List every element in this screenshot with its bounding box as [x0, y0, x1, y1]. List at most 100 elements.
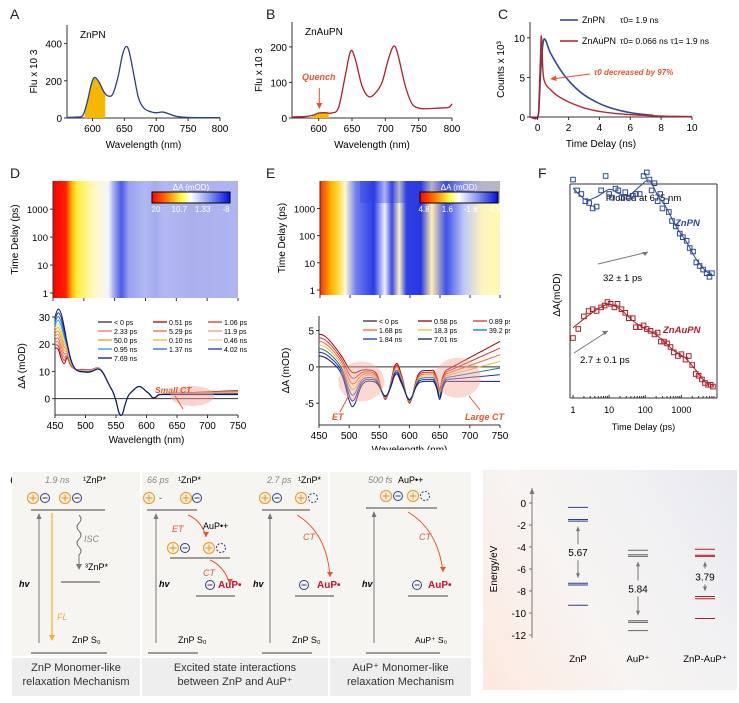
- y-tick-label: 5: [308, 327, 314, 338]
- panel-label-e: E: [266, 165, 276, 181]
- spectrum-line: [54, 347, 239, 416]
- y-tick-label: 30: [39, 313, 51, 324]
- lifetime-label: 2.7 ps: [266, 475, 292, 485]
- spectrum-line: [54, 333, 239, 416]
- et-label: ET: [172, 524, 185, 534]
- spectrum-line: [54, 344, 239, 416]
- small-ct-arrow: [174, 395, 184, 410]
- data-point-znpn: [633, 191, 639, 197]
- arrowhead-icon: [703, 586, 707, 592]
- vacancy-icon: [420, 491, 430, 501]
- legend-label: 0.58 ps: [434, 319, 457, 326]
- data-point-znaupn: [598, 304, 604, 311]
- state-label-s1: ¹ZnP*: [298, 475, 322, 485]
- et-annotation: ET: [332, 412, 345, 422]
- legend-label: 5.29 ps: [169, 329, 192, 336]
- spectrum-line: [54, 340, 239, 416]
- data-point-znpn: [686, 245, 693, 251]
- plus-icon: [205, 544, 213, 552]
- diagram-g-energy-mechanism: 1.9 ns ¹ZnP* ISC ³ZnP* hv FL ZnP S₀ 66 ps ¹ZnP* -…: [19, 475, 452, 654]
- legend-label: 18.3 ps: [434, 328, 457, 335]
- colorbar-tick-label: -4.8: [487, 205, 501, 214]
- legend-label: 1.84 ns: [379, 337, 402, 344]
- data-point-znpn: [615, 187, 622, 194]
- electron-icon: [180, 543, 190, 553]
- x-tick-label: 4: [597, 123, 603, 134]
- highlight-fill-area: [84, 77, 106, 118]
- electron-icon: [192, 493, 202, 503]
- isc-wavy-arrow: [76, 514, 82, 567]
- large-ct-arrow: [468, 395, 481, 411]
- chart-c-decay: ZnPN τ0= 1.9 ns ZnAuPN τ0= 0.066 ns τ1= 1.9…: [496, 15, 709, 150]
- colorbar-title: ΔA (mOD): [173, 183, 210, 192]
- quench-arrowhead: [316, 103, 323, 109]
- y-axis-label: Counts x 10³: [496, 40, 507, 97]
- y-tick-label: 1: [310, 286, 315, 297]
- arrowhead-icon: [371, 511, 377, 517]
- annotation-arrow-line: [551, 73, 591, 80]
- data-point-znaupn: [689, 362, 696, 368]
- hole-icon: [26, 491, 40, 505]
- x-tick-label: 6: [628, 123, 634, 134]
- plus-icon: [382, 492, 390, 500]
- spectrum-line: [318, 333, 501, 404]
- g-caption-interactions-line1: Excited state interactions: [173, 662, 297, 674]
- ground-state-label: ZnP S₀: [178, 635, 207, 645]
- data-point-znpn: [666, 209, 672, 215]
- legend-label: 1.06 ps: [224, 320, 247, 327]
- x-tick-label: 1: [570, 405, 575, 415]
- x-axis-label: Wavelength (nm): [109, 435, 185, 446]
- decay-line-znpn: [529, 38, 654, 119]
- y-axis-label: Flu x 10 3: [254, 48, 265, 92]
- y-tick-label: 200: [270, 43, 287, 54]
- data-point-znpn: [602, 173, 609, 179]
- data-point-znpn: [586, 200, 592, 206]
- plus-icon: [169, 544, 177, 552]
- data-point-znaupn: [667, 344, 674, 350]
- y-tick-label: -8: [517, 587, 526, 598]
- rise-arrow: [597, 251, 649, 265]
- x-axis-label: Wavelength (nm): [334, 140, 410, 151]
- chart-title: ZnAuPN: [305, 27, 343, 38]
- legend-label: 50.0 ps: [114, 338, 137, 345]
- gap-value-label: 3.79: [695, 572, 715, 583]
- y-tick-label: 0: [56, 114, 62, 125]
- x-axis-label: Time Delay (ns): [566, 139, 636, 150]
- panel-label-c: C: [498, 6, 509, 22]
- large-ct-annotation: Large CT: [465, 412, 506, 422]
- plus-icon: [145, 494, 153, 502]
- anion-label: AuP•: [317, 580, 341, 591]
- spectrum-line: [54, 308, 238, 416]
- x-tick-label: 450: [47, 421, 64, 432]
- electron-icon: [299, 580, 309, 590]
- fit-time-label: 2.7 ± 0.1 ps: [580, 355, 630, 366]
- y-tick-label: 1: [43, 289, 48, 300]
- x-tick-label: 600: [138, 421, 155, 432]
- gap-value-label: 5.67: [568, 548, 588, 559]
- y-axis-label: ΔA (mOD): [17, 343, 28, 389]
- spectrum-line: [318, 355, 500, 408]
- g-caption-interactions: Excited state interactions between ZnP a…: [142, 658, 328, 696]
- x-tick-label: 700: [148, 124, 165, 135]
- state-label-t1: ³ZnP*: [85, 562, 109, 572]
- category-label: AuP⁺: [627, 654, 650, 665]
- et-arrow: [339, 396, 349, 413]
- rise-arrow: [573, 330, 609, 354]
- data-point-znpn: [570, 176, 576, 183]
- rise-arrowhead: [602, 331, 608, 335]
- arrowhead-icon: [203, 532, 209, 537]
- ground-state-label: ZnP S₀: [72, 635, 101, 645]
- hole-icon: [179, 491, 193, 505]
- state-label-s1: ¹ZnP*: [178, 475, 202, 485]
- emission-line: [291, 45, 453, 118]
- data-point-znpn: [648, 187, 655, 194]
- arrowhead-icon: [576, 526, 580, 532]
- chart-a-emission-znpn: 600 650 700 750 800 0 200 400 Wavelength (nm) Flu…: [29, 25, 229, 151]
- y-tick-label: 0: [281, 114, 287, 125]
- ct-label: CT: [303, 532, 316, 542]
- y-tick-label: 1000: [294, 204, 315, 215]
- data-point-znaupn: [658, 338, 664, 345]
- cation-label: AuP•+: [203, 521, 228, 531]
- decay-line-znaupn: [529, 35, 693, 120]
- chart-h-energy-levels: 0 -2 -4 -6 -8 -10 -12 Energy/eV 5.67 ZnP 5.84 AuP⁺ 3…: [489, 488, 727, 665]
